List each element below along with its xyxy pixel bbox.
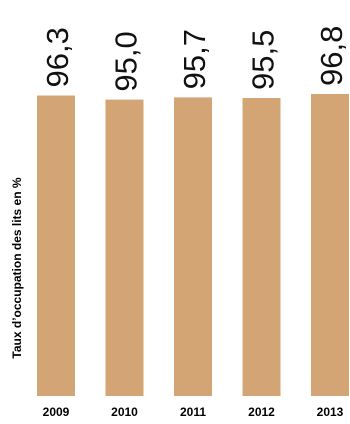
bar-2010: [105, 99, 144, 396]
bar-2013: [311, 94, 349, 396]
x-tick-label-2013: 2013: [317, 405, 344, 419]
bars-group: [37, 94, 349, 397]
bar-2012: [242, 98, 281, 396]
data-label-2010: 95,0: [109, 31, 144, 91]
data-label-2012: 95,5: [246, 30, 281, 90]
x-tick-label-2011: 2011: [180, 405, 206, 419]
data-label-2009: 96,3: [40, 27, 75, 87]
x-tick-label-2010: 2010: [111, 405, 138, 419]
bar-2011: [174, 97, 212, 397]
x-tick-label-2012: 2012: [248, 405, 275, 419]
x-tick-label-2009: 2009: [43, 405, 70, 419]
bar-2009: [37, 95, 75, 396]
y-axis-label: Taux d’occupation des lits en %: [10, 177, 24, 358]
data-label-2013: 96,8: [314, 26, 349, 86]
data-label-2011: 95,7: [177, 29, 212, 89]
x-tick-labels-group: 2009 2010 2011 2012 2013: [43, 405, 344, 419]
data-labels-group: 96,3 95,0 95,7 95,5 96,8: [40, 26, 349, 92]
